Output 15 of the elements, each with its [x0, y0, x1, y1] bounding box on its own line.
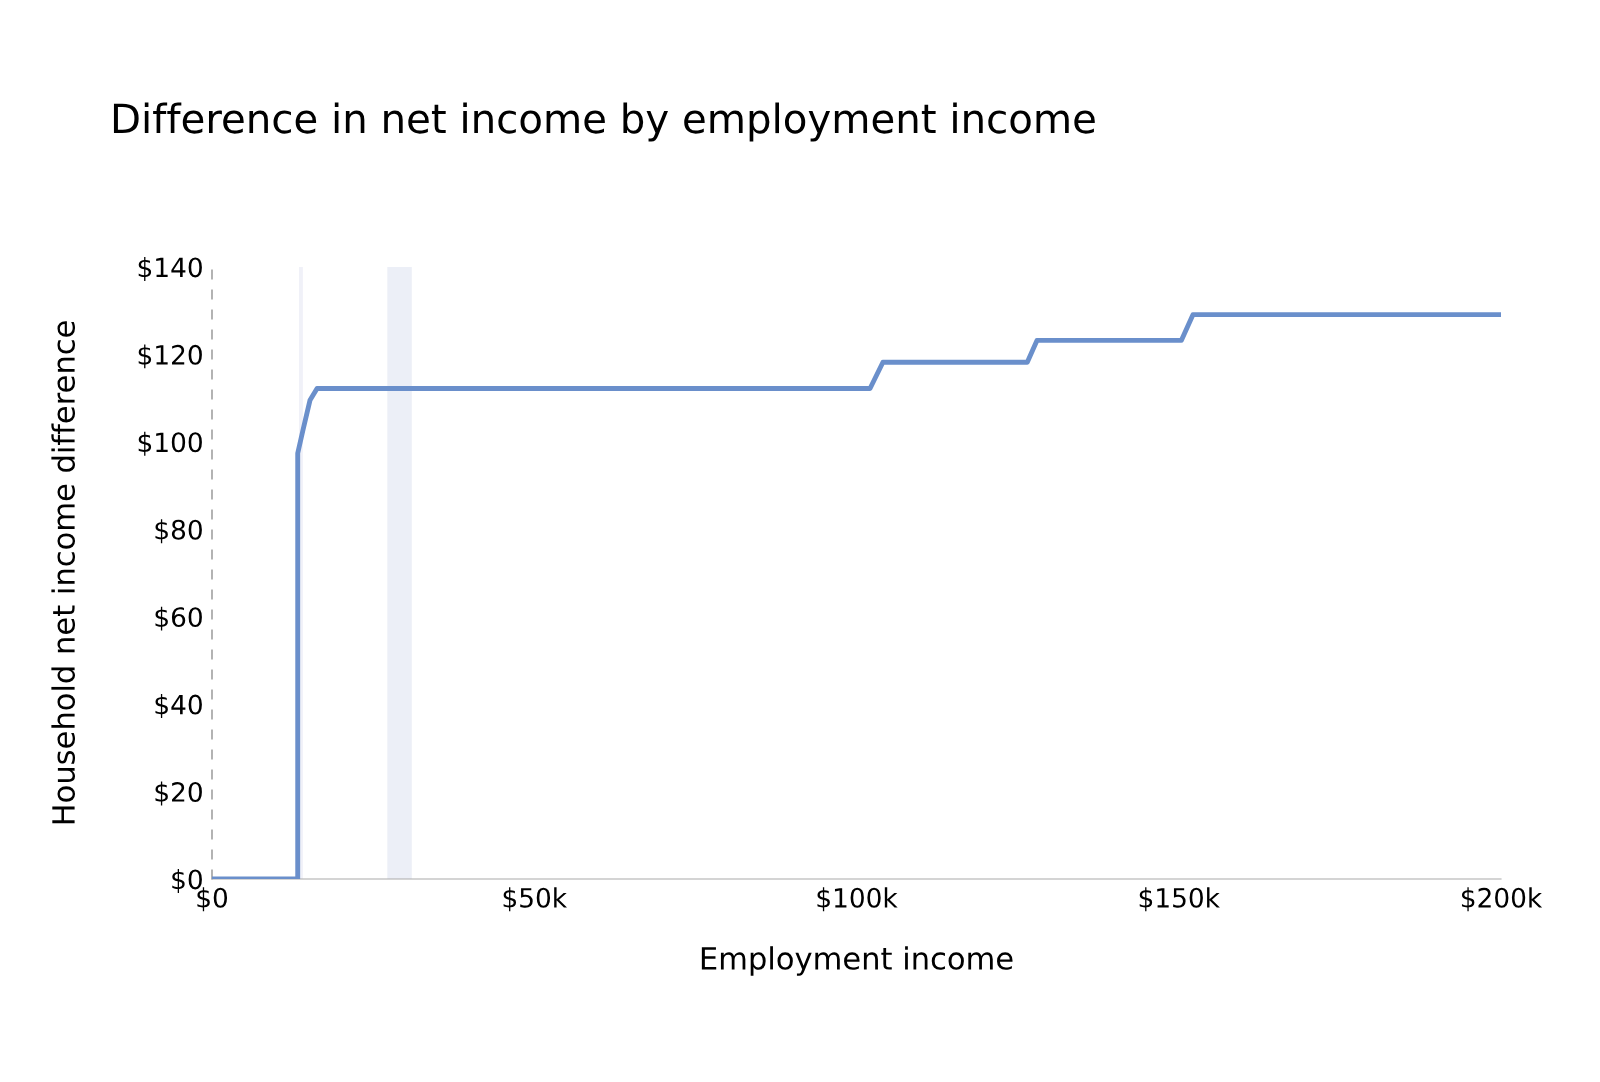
x-axis-title: Employment income [701, 946, 1013, 976]
x-tick-label: $150k [1139, 887, 1220, 912]
y-tick-label: $60 [155, 606, 202, 631]
y-tick-label: $80 [155, 519, 202, 544]
x-tick-label: $50k [503, 887, 567, 912]
y-tick-label: $100 [138, 431, 202, 456]
y-tick-label: $120 [138, 344, 202, 369]
x-tick-label: $200k [1461, 887, 1543, 912]
y-axis-title: Household net income difference [51, 321, 76, 824]
chart-title: Difference in net income by employment income [113, 102, 1095, 142]
y-tick-label: $140 [138, 256, 202, 281]
x-tick-label: $100k [817, 887, 898, 912]
y-tick-label: $20 [155, 781, 202, 806]
line-series [212, 312, 1501, 879]
y-tick-label: $40 [155, 694, 202, 719]
